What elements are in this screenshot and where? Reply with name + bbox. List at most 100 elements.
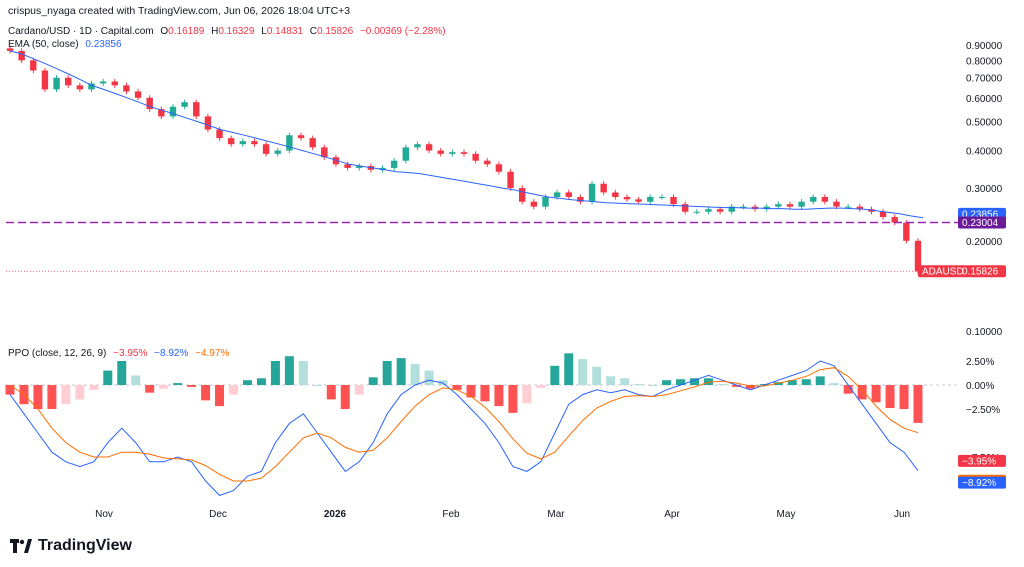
ppo-histogram-bar [396,358,406,385]
ppo-histogram-bar [145,385,155,393]
ema-badge: 0.23856 [962,209,999,220]
candle-body [134,91,142,98]
candle-body [775,204,782,207]
ppo-histogram-bar [382,361,392,385]
candle-body [88,83,95,90]
candle-body [530,201,538,207]
price-axis-label: 0.70000 [966,74,1003,85]
candle-body [309,138,316,148]
candle-body [216,129,223,139]
candle-body [181,102,188,107]
candle-body [123,85,130,92]
ppo-histogram-bar [648,385,658,386]
ppo-histogram-bar [564,353,574,385]
ppo-histogram-bar [452,385,462,390]
ohlc-low-value: 0.14831 [266,26,303,37]
price-axis-label: 0.90000 [966,41,1003,52]
symbol-legend: Cardano/USD · 1D · Capital.com O0.16189 … [8,26,446,37]
ppo-histogram-bar [745,385,755,389]
candle-body [390,160,398,168]
candle-body [565,192,572,197]
candle-body [891,217,898,223]
symbol-badge-bg [918,265,960,278]
ppo-histogram-bar [494,385,504,407]
candle-body [30,60,37,71]
ppo-histogram-bar [466,385,476,398]
author-line: crispus_nyaga created with TradingView.c… [8,5,351,17]
ema-value: 0.23856 [85,39,122,50]
ppo-line-badge: −8.92% [962,478,996,489]
ppo-histogram-bar [47,385,57,409]
ppo-histogram-bar [75,385,85,400]
candle-body [728,206,735,212]
ppo-histogram-bar [829,383,839,385]
ohlc-open-value: 0.16189 [168,26,205,37]
ppo-line-value: −8.92% [154,348,189,359]
candle-body [76,85,84,90]
ppo-histogram-bar [508,385,518,413]
time-axis-label: Mar [547,509,565,520]
ppo-legend[interactable]: PPO (close, 12, 26, 9) −3.95% −8.92% −4.… [8,348,229,359]
ppo-histogram-bar [843,385,853,394]
ppo-axis-label: 0.00% [966,381,994,392]
ohlc-open-label: O [160,26,169,37]
ema-legend[interactable]: EMA (50, close) 0.23856 [8,39,122,50]
candle-body [356,166,363,168]
candle-body [414,144,421,148]
ppo-histogram-bar [187,385,197,387]
tradingview-logo-icon [10,539,32,553]
price-axis-label: 0.40000 [966,147,1003,158]
ppo-histogram-bar [410,363,420,385]
ohlc-low-label: L [261,26,267,37]
candle-body [169,106,177,117]
candle-body [705,209,712,212]
ppo-histogram-bar [899,385,909,409]
ohlc-high-value: 0.16329 [218,26,255,37]
candle-body [600,183,607,193]
ohlc-high-label: H [211,26,219,37]
price-axis-label: 0.10000 [966,327,1003,338]
candle-body [111,81,118,86]
candle-body [251,141,258,145]
ppo-histogram-bar [215,385,225,407]
candle-body [460,152,468,154]
symbol-name[interactable]: Cardano/USD · 1D · Capital.com [8,26,154,37]
last-price-badge-bg [958,265,1006,278]
ppo-histogram-bar [298,361,308,385]
time-axis-label: Jun [894,509,910,520]
candle-body [635,199,642,202]
candle-body [879,211,887,218]
ppo-histogram-bar [33,385,43,409]
candle-body [647,196,654,202]
candle-body [227,138,235,145]
ppo-histogram-bar [731,385,741,387]
candle-body [681,204,689,212]
candle-body [204,116,212,130]
ppo-histogram-bar [536,385,546,388]
ppo-histogram-bar [354,385,364,395]
level-badge: 0.23004 [962,218,999,229]
candle-body [425,144,433,151]
ppo-histogram-bar [340,385,350,409]
price-axis-label: 0.50000 [966,118,1003,129]
ppo-line-badge-bg [958,476,1006,489]
ppo-histogram-bar [550,365,560,385]
ppo-histogram-bar [801,379,811,385]
ppo-histogram-bar [676,379,686,385]
candle-body [437,150,444,154]
ppo-axis-label: 2.50% [966,357,994,368]
ohlc-close-label: C [309,26,318,37]
candle-body [856,206,863,210]
ppo-histogram-bar [89,385,99,390]
time-axis-label: Feb [442,509,460,520]
ppo-histogram-bar [424,370,434,385]
ppo-histogram-bar [103,370,113,385]
candle-body [402,147,409,161]
tradingview-logo[interactable]: TradingView [10,537,132,555]
ppo-histogram-bar [871,385,881,403]
ppo-histogram-bar [159,385,169,389]
time-axis-label: Apr [664,509,680,520]
time-axis-label: 2026 [324,509,347,520]
ppo-histogram-bar [885,385,895,409]
